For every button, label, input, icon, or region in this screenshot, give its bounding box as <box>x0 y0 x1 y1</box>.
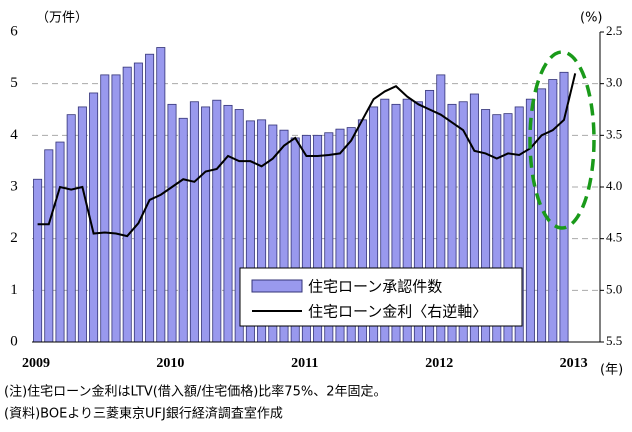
y-tick-label: 0 <box>10 333 18 349</box>
y-axis-label: （万件） <box>36 11 88 26</box>
x-tick-label: 2012 <box>425 356 453 371</box>
note: (資料)BOEより三菱東京UFJ銀行経済調査室作成 <box>4 406 283 422</box>
y2-tick-label: 5.5 <box>606 333 622 348</box>
y2-axis-label: (%) <box>580 11 603 26</box>
x-tick-label: 2013 <box>560 356 588 371</box>
x-tick-label: 2010 <box>156 356 184 371</box>
y2-tick-label: 4.0 <box>606 178 622 193</box>
y2-tick-label: 5.0 <box>606 281 622 296</box>
y2-tick-label: 4.5 <box>606 230 622 245</box>
y-tick-label: 5 <box>10 75 18 91</box>
x-tick-label: 2009 <box>22 356 50 371</box>
y2-tick-label: 2.5 <box>606 23 622 38</box>
bar <box>122 66 132 343</box>
y-tick-label: 1 <box>10 282 18 298</box>
bar <box>66 114 76 343</box>
bar <box>77 106 87 343</box>
legend-swatch <box>251 279 303 293</box>
note: (注)住宅ローン金利はLTV(借入額/住宅価格)比率75%、2年固定。 <box>4 384 386 400</box>
legend-label: 住宅ローン金利〈右逆軸〉 <box>308 303 487 321</box>
highlight-ellipse <box>528 50 596 230</box>
y-tick-label: 3 <box>10 178 18 194</box>
bar <box>44 149 54 343</box>
legend-box <box>239 267 523 327</box>
x-tick-label: 2011 <box>291 356 318 371</box>
bar <box>111 74 121 343</box>
bar <box>100 74 110 343</box>
bar <box>559 71 569 343</box>
bar <box>178 117 188 343</box>
y-tick-label: 6 <box>10 23 18 39</box>
bar <box>189 101 199 343</box>
bar <box>167 103 177 343</box>
legend-label: 住宅ローン承認件数 <box>308 278 442 296</box>
bar <box>548 79 558 343</box>
bar <box>133 62 143 343</box>
bar <box>223 104 233 343</box>
bar <box>201 106 211 343</box>
x-axis-label: (年) <box>600 363 623 378</box>
y2-tick-label: 3.0 <box>606 75 622 90</box>
rate-line <box>37 73 577 238</box>
y-tick-label: 2 <box>10 230 18 246</box>
bar <box>33 178 43 343</box>
y-tick-label: 4 <box>10 127 18 143</box>
y2-tick-label: 3.5 <box>606 126 622 141</box>
bar <box>212 99 222 343</box>
bar <box>55 141 65 343</box>
bar <box>525 98 535 343</box>
